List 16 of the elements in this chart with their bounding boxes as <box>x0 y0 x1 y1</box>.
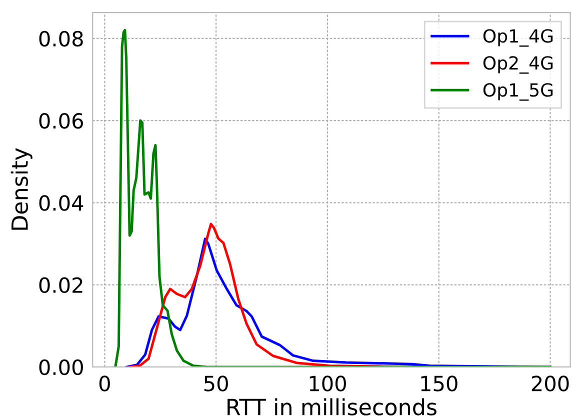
legend-label: Op1_5G <box>483 83 553 101</box>
y-tick-label: 0.04 <box>39 195 84 211</box>
legend-label: Op1_4G <box>483 29 553 47</box>
x-axis-title: RTT in milliseconds <box>228 398 436 416</box>
x-tick-label: 0 <box>99 376 110 392</box>
x-tick-label: 100 <box>310 376 346 392</box>
x-tick-label: 50 <box>204 376 228 392</box>
x-tick-label: 200 <box>532 376 569 392</box>
y-tick-label: 0.00 <box>39 359 83 376</box>
y-axis-title: Density <box>10 148 32 230</box>
line-series <box>114 28 552 367</box>
x-tick-label: 150 <box>421 376 458 392</box>
y-tick-label: 0.06 <box>39 112 83 129</box>
y-tick-label: 0.02 <box>39 277 82 294</box>
legend-label: Op2_4G <box>483 56 553 74</box>
y-tick-label: 0.08 <box>39 30 83 47</box>
